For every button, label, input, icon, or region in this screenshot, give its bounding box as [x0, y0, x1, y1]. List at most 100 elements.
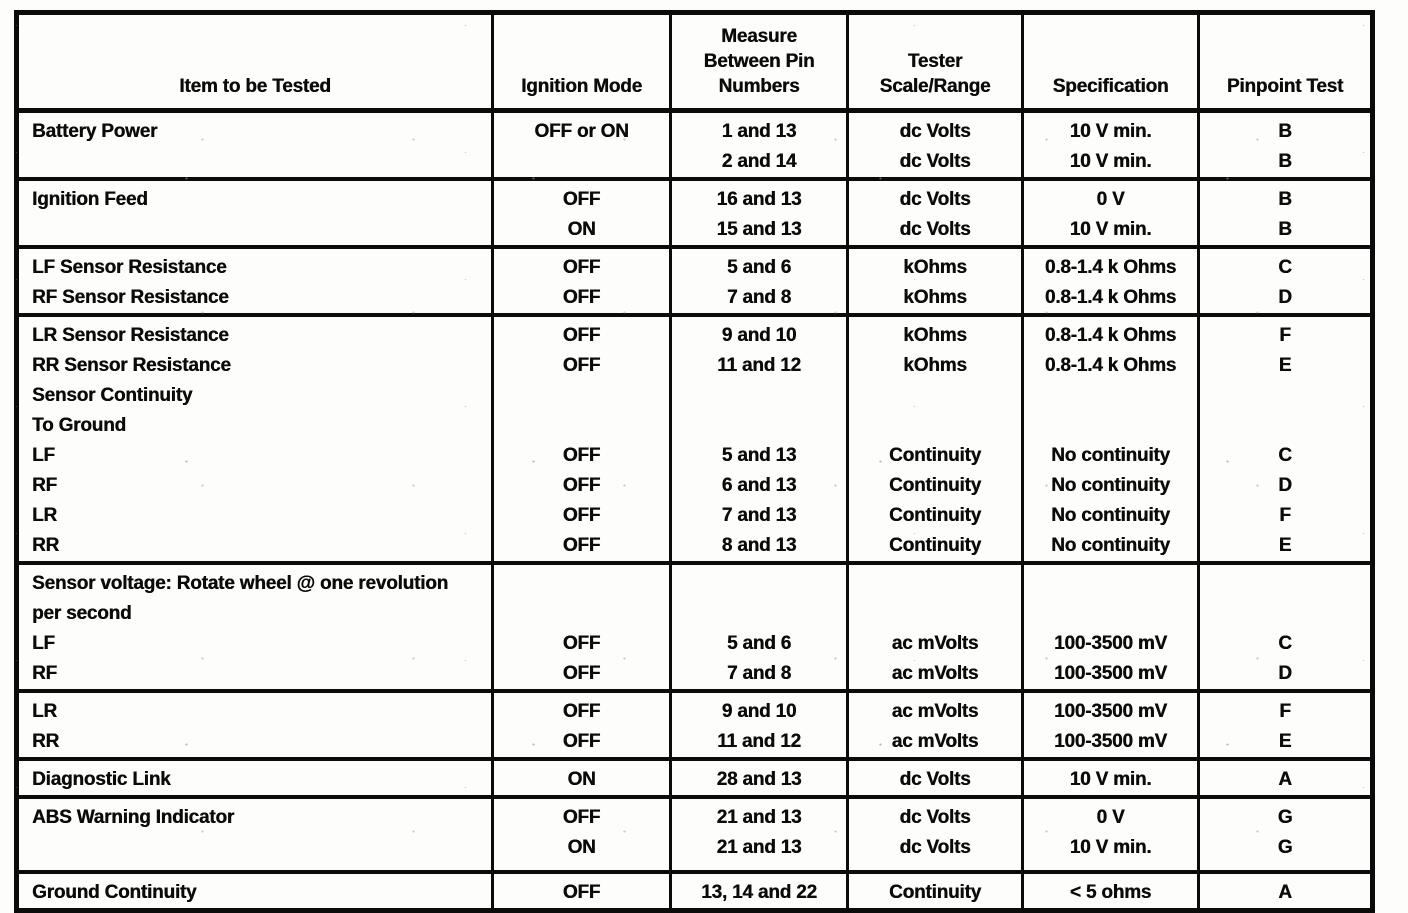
cell-line [1204, 381, 1366, 411]
cell-ignition-feed-mode: OFF ON [491, 177, 672, 249]
cell-line: 0 V [1096, 807, 1125, 828]
cell-line: Ignition Feed [32, 189, 148, 210]
section-front-sensor-resistance: LF Sensor Resistance RF Sensor Resistance… [15, 245, 1374, 317]
cell-line [498, 569, 665, 599]
cell-line: 0.8-1.4 k Ohms [1044, 257, 1177, 278]
cell-line [1028, 411, 1193, 441]
cell-battery-power-spec: 10 V min. 10 V min. [1021, 108, 1200, 181]
cell-line: 10 V min. [1069, 769, 1152, 790]
column-header-item: Item to be Tested [15, 11, 494, 113]
cell-line: B [1278, 189, 1292, 210]
cell-front-sensor-resistance-scale: kOhms kOhms [846, 245, 1024, 317]
cell-line: 9 and 10 [721, 325, 797, 346]
cell-line [1204, 569, 1366, 599]
cell-line: ON [567, 837, 596, 858]
cell-battery-power-item: Battery Power [15, 108, 494, 181]
cell-line [1028, 381, 1193, 411]
cell-sensor-voltage-front-pins: 5 and 6 7 and 8 [669, 561, 849, 693]
cell-line: 100-3500 mV [1054, 731, 1167, 752]
cell-line: RF Sensor Resistance [32, 287, 229, 308]
cell-line: 9 and 10 [721, 701, 797, 722]
cell-abs-warning-indicator-item: ABS Warning Indicator [15, 795, 494, 874]
cell-front-sensor-resistance-item: LF Sensor Resistance RF Sensor Resistance [15, 245, 494, 317]
cell-line: LF [32, 633, 55, 654]
cell-ignition-feed-item: Ignition Feed [15, 177, 494, 249]
column-header-test: Pinpoint Test [1197, 11, 1374, 113]
cell-line: 7 and 8 [726, 663, 792, 684]
cell-line: F [1279, 701, 1291, 722]
cell-ground-continuity-test: A [1197, 870, 1374, 912]
cell-line [676, 569, 842, 599]
cell-line: ac mVolts [891, 701, 979, 722]
cell-line: 21 and 13 [716, 837, 802, 858]
cell-line: RR [32, 731, 60, 752]
cell-diagnostic-link-scale: dc Volts [846, 757, 1024, 799]
cell-line: dc Volts [899, 807, 971, 828]
cell-line [498, 381, 665, 411]
cell-abs-warning-indicator-mode: OFF ON [491, 795, 672, 874]
cell-line: 10 V min. [1069, 837, 1152, 858]
cell-line: kOhms [903, 287, 967, 308]
column-header-line: Specification [1052, 76, 1169, 97]
cell-line [498, 599, 665, 629]
column-header-line: Pinpoint Test [1226, 76, 1344, 97]
cell-sensor-voltage-front-mode: OFF OFF [491, 561, 672, 693]
section-diagnostic-link: Diagnostic Link ON 28 and 13 dc Volts 10 V m… [15, 757, 1374, 799]
column-header-mode: Ignition Mode [491, 11, 672, 113]
cell-line: LF [32, 445, 55, 466]
cell-diagnostic-link-pins: 28 and 13 [669, 757, 849, 799]
cell-line [853, 599, 1017, 629]
cell-ground-continuity-scale: Continuity [846, 870, 1024, 912]
cell-line: OFF [562, 325, 601, 346]
column-header-pins: Measure Between Pin Numbers [669, 11, 849, 113]
cell-line: 21 and 13 [716, 807, 802, 828]
cell-line: OFF [562, 257, 601, 278]
cell-sensor-voltage-rear-mode: OFF OFF [491, 689, 672, 761]
cell-battery-power-scale: dc Volts dc Volts [846, 108, 1024, 181]
cell-ignition-feed-pins: 16 and 13 15 and 13 [669, 177, 849, 249]
cell-diagnostic-link-mode: ON [491, 757, 672, 799]
column-header-line: Item to be Tested [179, 76, 331, 97]
cell-line: 0.8-1.4 k Ohms [1044, 355, 1177, 376]
cell-line [32, 833, 487, 863]
cell-line: 0 V [1096, 189, 1125, 210]
cell-line: F [1279, 505, 1291, 526]
cell-line: C [1278, 633, 1292, 654]
cell-line: 0.8-1.4 k Ohms [1044, 287, 1177, 308]
cell-line: No continuity [1051, 505, 1170, 526]
cell-line: dc Volts [899, 189, 971, 210]
section-abs-warning-indicator: ABS Warning Indicator OFF ON 21 and 13 21 a… [15, 795, 1374, 874]
cell-line: OFF [562, 633, 601, 654]
cell-line: RF [32, 663, 57, 684]
cell-line: G [1277, 837, 1293, 858]
cell-line: OFF [562, 882, 601, 903]
cell-line: C [1278, 257, 1292, 278]
column-header-scale: Tester Scale/Range [846, 11, 1024, 113]
cell-line: 15 and 13 [716, 219, 802, 240]
cell-front-sensor-resistance-mode: OFF OFF [491, 245, 672, 317]
cell-line [853, 569, 1017, 599]
cell-line: 11 and 12 [717, 731, 801, 752]
cell-line: D [1278, 663, 1292, 684]
cell-line: Battery Power [32, 121, 158, 142]
cell-ground-continuity-mode: OFF [491, 870, 672, 912]
cell-abs-warning-indicator-spec: 0 V 10 V min. [1021, 795, 1200, 874]
cell-line: 100-3500 mV [1054, 663, 1167, 684]
cell-line [1204, 599, 1366, 629]
cell-line: ac mVolts [891, 663, 979, 684]
cell-line: kOhms [903, 325, 967, 346]
cell-line: dc Volts [899, 151, 971, 172]
cell-line: 10 V min. [1069, 121, 1152, 142]
cell-line [32, 215, 487, 245]
cell-line: D [1278, 475, 1292, 496]
cell-line: 1 and 13 [721, 121, 797, 142]
cell-diagnostic-link-spec: 10 V min. [1021, 757, 1200, 799]
cell-line: dc Volts [899, 769, 971, 790]
cell-line: OFF [562, 475, 601, 496]
cell-line: 5 and 6 [726, 633, 792, 654]
cell-line: OFF [562, 701, 601, 722]
cell-line: OFF [562, 287, 601, 308]
cell-line: E [1278, 355, 1292, 376]
cell-line: 2 and 14 [721, 151, 797, 172]
